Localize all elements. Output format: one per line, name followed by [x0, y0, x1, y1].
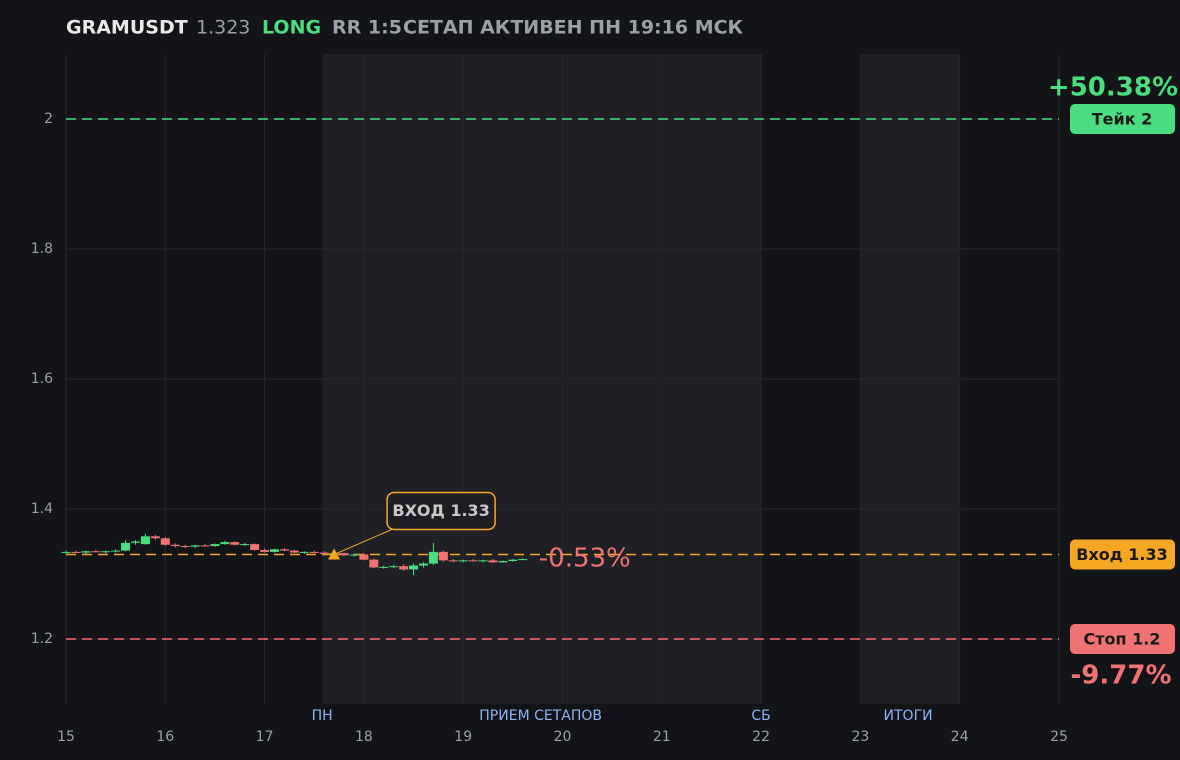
candle-body — [260, 549, 270, 552]
candle-body — [458, 560, 468, 562]
candle-body — [339, 553, 349, 556]
x-tick-label: 19 — [454, 729, 472, 745]
level-badge — [1070, 104, 1175, 134]
x-tick-label: 23 — [851, 729, 869, 745]
x-tick-label: 16 — [156, 729, 174, 745]
candle-body — [210, 544, 220, 547]
candle-body — [240, 544, 250, 546]
y-tick-label: 1.4 — [31, 501, 53, 517]
candle-body — [508, 559, 518, 561]
level-badge — [1070, 539, 1175, 570]
candle-body — [81, 551, 91, 553]
candle-body — [309, 551, 319, 553]
level-label: Стоп 1.2 — [1084, 630, 1161, 649]
candles — [61, 533, 528, 576]
candle-body — [170, 544, 180, 547]
candle-body — [389, 566, 399, 568]
x-tick-label: 21 — [653, 729, 671, 745]
candle-body — [498, 561, 508, 563]
x-tick-label: 24 — [951, 729, 969, 745]
candle-body — [448, 560, 458, 562]
candle-body — [200, 545, 210, 547]
entry-callout-label: ВХОД 1.33 — [392, 501, 489, 520]
y-tick-label: 1.8 — [31, 241, 53, 257]
candle-body — [220, 542, 230, 545]
x-tick-label: 20 — [554, 729, 572, 745]
candle-body — [111, 550, 121, 552]
candle-body — [438, 551, 448, 561]
candle-body — [319, 552, 329, 554]
session-label: ПН — [312, 708, 333, 724]
candle-body — [409, 565, 419, 570]
candle-body — [160, 538, 170, 545]
candle-body — [399, 566, 409, 570]
candle-body — [270, 549, 280, 552]
x-tick-label: 17 — [256, 729, 274, 745]
x-tick-label: 22 — [752, 729, 770, 745]
candle-body — [101, 551, 111, 553]
candle-body — [190, 545, 200, 547]
candle-body — [359, 554, 369, 560]
side: LONG — [262, 17, 321, 39]
candle-body — [180, 546, 190, 548]
x-tick-label: 25 — [1050, 729, 1068, 745]
candle-body — [488, 560, 498, 563]
symbol: GRAMUSDT — [66, 17, 188, 39]
status: СЕТАП АКТИВЕН ПН 19:16 МСК — [403, 17, 744, 39]
entry-connector — [333, 528, 395, 555]
y-tick-label: 1.6 — [31, 371, 53, 387]
candle-body — [369, 559, 379, 568]
y-tick-label: 2 — [44, 111, 53, 127]
entry-marker — [328, 548, 341, 560]
candle-body — [150, 536, 160, 539]
candle-body — [61, 551, 71, 553]
session-label: ИТОГИ — [884, 708, 933, 724]
level-change: +50.38% — [1048, 73, 1178, 103]
candle-body — [468, 560, 478, 562]
x-tick-label: 15 — [57, 729, 75, 745]
candle-body — [299, 551, 309, 553]
level-label: Вход 1.33 — [1076, 545, 1167, 564]
candle-body — [349, 554, 359, 556]
candle-body — [478, 560, 488, 562]
price: 1.323 — [196, 17, 250, 39]
candle-body — [289, 550, 299, 553]
level-badge — [1070, 624, 1175, 654]
entry-callout — [386, 491, 496, 531]
candle-body — [428, 551, 438, 564]
candle-body — [230, 542, 240, 545]
candle-body — [121, 542, 131, 551]
y-tick-label: 1.2 — [31, 631, 53, 647]
candle-body — [379, 566, 389, 568]
x-tick-label: 18 — [355, 729, 373, 745]
current-change: -0.53% — [539, 544, 631, 574]
candle-body — [91, 551, 101, 553]
candle-body — [140, 536, 150, 545]
session-label: ПРИЕМ СЕТАПОВ — [479, 708, 602, 724]
level-change: -9.77% — [1071, 661, 1172, 691]
candle-body — [418, 563, 428, 566]
candle-body — [250, 544, 260, 550]
candle-body — [279, 549, 289, 551]
candle-body — [518, 559, 528, 561]
candle-body — [71, 551, 81, 553]
level-label: Тейк 2 — [1092, 110, 1153, 129]
risk-reward: RR 1:5 — [332, 17, 402, 39]
overlay: -0.53% ВХОД 1.33 — [328, 491, 631, 574]
levels: Тейк 2 +50.38% Вход 1.33 Стоп 1.2 -9.77% — [66, 73, 1178, 691]
candle-body — [131, 541, 141, 543]
session-label: СБ — [751, 708, 770, 724]
